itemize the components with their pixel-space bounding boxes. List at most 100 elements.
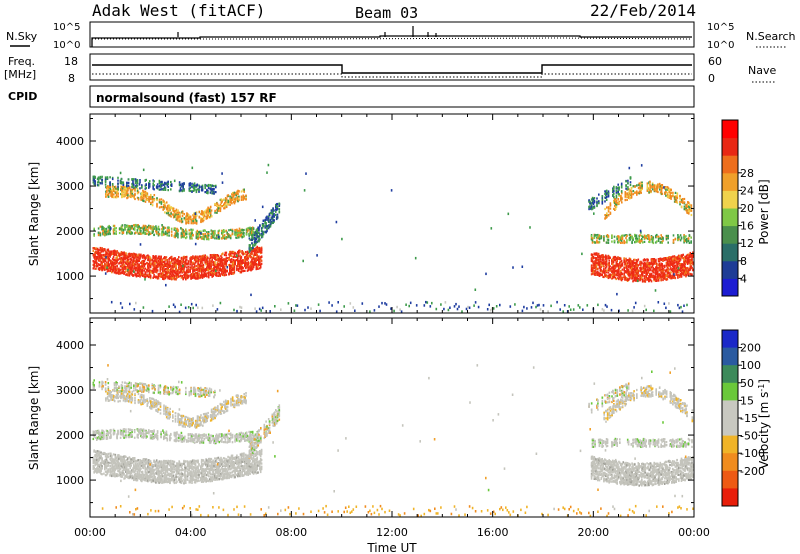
range-gate-cell	[231, 268, 234, 271]
range-gate-cell	[628, 274, 631, 277]
range-gate-cell	[212, 274, 214, 277]
range-gate-cell	[663, 273, 665, 276]
range-gate-cell	[179, 216, 181, 219]
range-gate-cell	[199, 233, 201, 236]
range-gate-cell	[122, 231, 125, 234]
range-gate-cell	[190, 276, 192, 279]
range-gate-cell	[194, 271, 197, 274]
range-gate-cell	[222, 230, 224, 233]
range-gate-cell	[253, 258, 256, 261]
range-gate-cell	[178, 183, 181, 186]
range-gate-cell	[101, 265, 103, 268]
range-gate-cell	[112, 185, 114, 188]
range-gate-cell	[199, 274, 201, 277]
range-gate-cell	[195, 271, 198, 275]
range-gate-cell	[154, 258, 156, 261]
range-gate-cell	[100, 261, 102, 264]
range-gate-cell	[195, 219, 198, 223]
range-gate-cell	[124, 256, 126, 259]
range-gate-cell	[162, 228, 164, 231]
range-gate-cell	[227, 202, 230, 205]
range-gate-cell	[162, 225, 164, 228]
range-gate-cell	[92, 247, 95, 250]
range-gate-cell	[210, 229, 213, 232]
range-gate-cell	[215, 184, 217, 187]
range-gate-cell	[203, 255, 206, 259]
range-gate-cell	[142, 229, 145, 232]
range-gate-cell	[127, 189, 129, 192]
range-gate-cell	[671, 264, 674, 267]
range-gate-cell	[273, 219, 275, 222]
range-gate-cell	[251, 236, 253, 239]
freq-tick-bottom: 8	[68, 72, 75, 85]
range-gate-cell	[180, 264, 183, 268]
range-gate-cell	[209, 205, 212, 208]
range-gate-cell	[99, 248, 102, 251]
range-gate-cell	[202, 273, 205, 276]
range-gate-cell	[169, 257, 171, 260]
range-gate-cell	[180, 267, 183, 270]
range-gate-cell	[220, 199, 223, 202]
range-gate-cell	[234, 252, 236, 255]
range-gate-cell	[143, 226, 146, 229]
range-gate-cell	[136, 189, 139, 192]
range-gate-cell	[252, 228, 255, 231]
range-gate-cell	[601, 261, 603, 264]
range-gate-cell	[161, 180, 163, 183]
range-gate-cell	[202, 257, 205, 260]
range-gate-cell	[168, 229, 170, 232]
range-gate-cell	[187, 270, 190, 274]
range-gate-cell	[594, 263, 596, 266]
range-gate-cell	[244, 262, 247, 265]
range-gate-cell	[211, 275, 213, 278]
range-gate-cell	[163, 188, 165, 191]
range-gate-cell	[242, 253, 244, 256]
range-gate-cell	[253, 242, 256, 245]
range-gate-cell	[175, 263, 177, 266]
range-gate-cell	[164, 230, 167, 233]
range-gate-cell	[185, 269, 188, 272]
range-gate-cell	[103, 248, 105, 251]
range-gate-cell	[111, 260, 113, 263]
range-gate-cell	[663, 257, 666, 260]
range-gate-cell	[144, 192, 147, 195]
range-gate-cell	[224, 268, 227, 271]
range-gate-cell	[678, 264, 681, 267]
range-gate-cell	[670, 271, 672, 274]
range-gate-cell	[202, 219, 205, 222]
range-gate-cell	[132, 267, 134, 270]
range-gate-cell	[130, 190, 133, 193]
range-gate-cell	[121, 271, 124, 275]
range-gate-cell	[143, 199, 145, 203]
range-gate-cell	[193, 276, 196, 279]
range-gate-cell	[118, 269, 121, 272]
range-gate-cell	[229, 234, 232, 237]
range-gate-cell	[167, 213, 170, 216]
range-gate-cell	[637, 269, 640, 272]
range-gate-cell	[127, 253, 130, 256]
range-gate-cell	[220, 204, 223, 208]
range-gate-cell	[256, 240, 259, 243]
range-gate-cell	[143, 197, 145, 200]
range-gate-cell	[619, 265, 622, 268]
range-gate-cell	[257, 251, 259, 254]
range-gate-cell	[98, 259, 101, 262]
range-gate-cell	[249, 228, 251, 231]
range-gate-cell	[96, 258, 98, 261]
range-gate-cell	[257, 265, 259, 268]
range-gate-cell	[133, 228, 135, 231]
range-gate-cell	[591, 270, 594, 273]
range-gate-cell	[236, 259, 238, 262]
range-gate-cell	[229, 267, 232, 270]
range-gate-cell	[227, 200, 230, 204]
range-gate-cell	[654, 269, 656, 272]
range-gate-cell	[107, 262, 110, 265]
range-gate-cell	[154, 261, 156, 264]
range-gate-cell	[618, 272, 620, 275]
range-gate-cell	[137, 197, 140, 200]
range-gate-cell	[105, 251, 108, 254]
range-gate-cell	[143, 263, 146, 266]
range-gate-cell	[169, 262, 171, 265]
range-gate-cell	[135, 258, 138, 261]
range-gate-cell	[176, 274, 178, 277]
